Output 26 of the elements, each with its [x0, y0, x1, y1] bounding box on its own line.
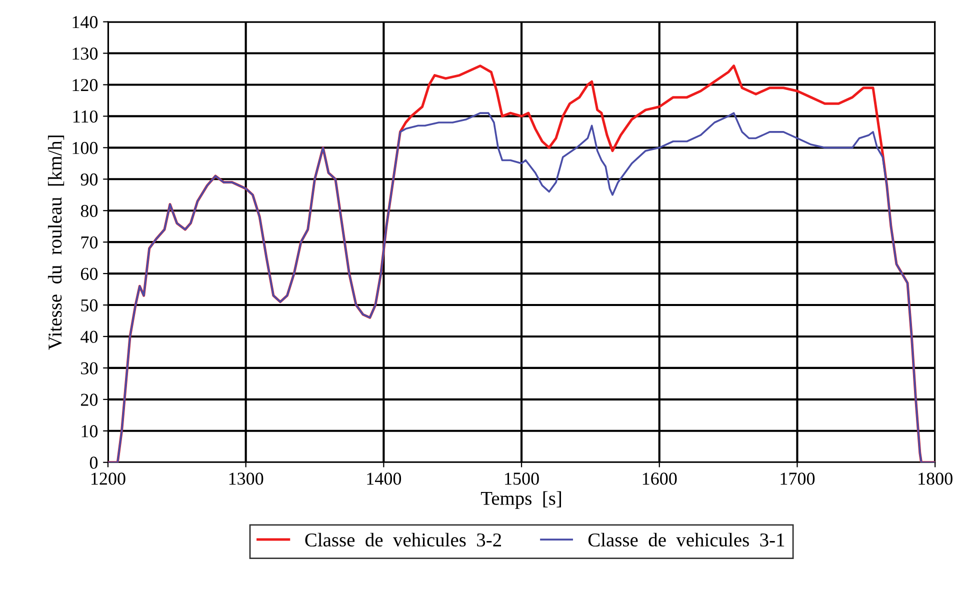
- x-axis-title: Temps [s]: [480, 491, 561, 509]
- y-tick-label: 140: [72, 16, 98, 28]
- legend-label: Classe de vehicules 3-1: [588, 532, 784, 547]
- x-tick-label: 1500: [505, 472, 539, 485]
- x-tick-label: 1700: [780, 472, 815, 485]
- y-axis-title: Vitesse du rouleau [km/h]: [48, 136, 64, 350]
- x-tick-label: 1400: [367, 472, 402, 485]
- legend-label: Classe de vehicules 3-2: [305, 532, 501, 547]
- x-tick-label: 1300: [229, 472, 264, 485]
- x-tick-label: 1800: [918, 472, 952, 485]
- x-tick-label: 1600: [642, 472, 677, 485]
- y-tick-label: 100: [72, 142, 98, 154]
- y-tick-label: 60: [80, 268, 98, 280]
- y-tick-label: 30: [81, 362, 98, 374]
- y-tick-label: 10: [82, 425, 98, 438]
- y-tick-label: 0: [90, 456, 98, 469]
- y-tick-label: 20: [80, 394, 98, 406]
- y-tick-label: 80: [80, 204, 98, 218]
- x-tick-label: 1200: [92, 472, 126, 485]
- y-tick-label: 40: [80, 330, 98, 343]
- y-tick-label: 110: [73, 110, 98, 123]
- y-tick-label: 70: [81, 236, 98, 249]
- y-tick-label: 50: [81, 299, 98, 312]
- y-tick-label: 90: [80, 173, 98, 186]
- y-tick-label: 130: [72, 48, 98, 60]
- y-tick-label: 120: [72, 78, 98, 92]
